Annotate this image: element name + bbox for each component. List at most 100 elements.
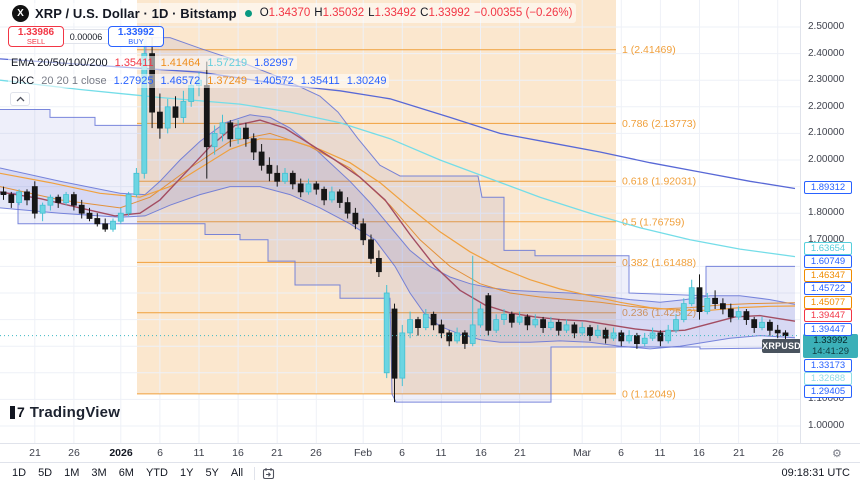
dkc-value-1: 1.27925: [113, 75, 154, 87]
candle-body: [579, 327, 586, 334]
price-change: −0.00355 (−0.26%): [474, 7, 573, 19]
xrp-logo-icon: X: [12, 4, 29, 22]
time-axis-label: 26: [68, 447, 80, 459]
candle-body: [8, 194, 15, 204]
candle-body: [634, 335, 640, 345]
price-axis-label: 1.10000: [808, 393, 845, 404]
candle-body: [47, 196, 54, 206]
candle-body: [313, 183, 320, 190]
candle-body: [125, 194, 132, 214]
time-axis-label: 11: [435, 447, 447, 459]
candle-body: [594, 329, 601, 336]
price-chart-canvas[interactable]: 1 (2.41469) 0.786 (2.13773) 0.618 (1.92031…: [0, 0, 800, 443]
go-to-date-button[interactable]: [260, 465, 277, 482]
candle-body: [399, 332, 406, 379]
dkc-value-2: 1.46572: [160, 75, 201, 87]
price-axis-label: 2.40000: [808, 48, 845, 59]
candle-body: [571, 324, 578, 334]
dkc-mid-line: [0, 132, 796, 310]
candle-body: [720, 303, 726, 310]
candle-body: [55, 196, 62, 203]
price-axis-flag: 1.60749: [804, 255, 852, 268]
dkc-band-line: [0, 192, 796, 403]
tradingview-wordmark: TradingView: [29, 404, 121, 421]
candle-body: [274, 172, 281, 182]
candle-body: [94, 218, 101, 225]
price-axis-label: 2.10000: [808, 127, 845, 138]
price-axis-flag: 1.33173: [804, 358, 852, 372]
time-axis-label: 21: [271, 447, 283, 459]
candle-body: [673, 319, 679, 331]
range-button-5d[interactable]: 5D: [32, 465, 58, 481]
candle-body: [211, 132, 218, 148]
chevron-up-icon: [16, 96, 24, 102]
time-axis-label: 11: [654, 447, 666, 459]
fib-level-label: 0.618 (1.92031): [622, 176, 696, 188]
utc-clock[interactable]: 09:18:31 UTC: [781, 467, 850, 479]
calendar-icon: [263, 467, 275, 479]
buy-button[interactable]: 1.33992 BUY: [108, 26, 164, 47]
fib-level-label: 0 (1.12049): [622, 388, 676, 400]
gear-icon[interactable]: ⚙: [832, 448, 842, 460]
candle-body: [227, 122, 234, 140]
candle-body: [688, 287, 695, 305]
ema-indicator-legend[interactable]: EMA 20/50/100/200 1.35411 1.41464 1.5721…: [8, 56, 297, 70]
time-axis[interactable]: ⚙ 21 26 2026 6 11 16 21 26 Feb 6 11 16 21 Mar 6 11 16 21 2…: [0, 443, 860, 462]
range-button-5y[interactable]: 5Y: [199, 465, 224, 481]
candle-body: [555, 321, 562, 331]
candle-body: [782, 332, 789, 336]
dkc-value-4: 1.40572: [253, 75, 294, 87]
range-button-ytd[interactable]: YTD: [140, 465, 174, 481]
price-axis-flag: 1.29405: [804, 385, 852, 398]
dkc-indicator-legend[interactable]: DKC 20 20 1 close 1.27925 1.46572 1.3724…: [8, 74, 390, 88]
candle-body: [438, 324, 445, 334]
dkc-outer-band: [0, 37, 795, 403]
range-button-1y[interactable]: 1Y: [174, 465, 199, 481]
price-axis-flag: 1.39447: [804, 309, 852, 322]
tradingview-logo: 7 TradingView: [10, 404, 120, 421]
candle-body: [712, 297, 718, 304]
range-button-1d[interactable]: 1D: [6, 465, 32, 481]
range-button-6m[interactable]: 6M: [113, 465, 140, 481]
candle-body: [446, 332, 453, 342]
candle-body: [548, 321, 554, 328]
symbol-title[interactable]: XRP / U.S. Dollar · 1D · Bitstamp: [35, 5, 237, 21]
candle-body: [305, 183, 312, 193]
current-price-label: 1.33992 14:41:29: [803, 334, 858, 358]
candle-body: [219, 122, 226, 134]
candle-body: [39, 204, 46, 214]
candle-body: [235, 127, 242, 140]
time-axis-label: 11: [193, 447, 205, 459]
dkc-inner-band: [0, 114, 795, 349]
price-axis[interactable]: 1.33992 14:41:29 2.50000 2.40000 2.30000 2.…: [800, 0, 860, 443]
collapse-indicators-button[interactable]: [10, 92, 30, 106]
candle-body: [391, 308, 398, 379]
candle-body: [759, 321, 765, 328]
bottom-toolbar: 1D 5D 1M 3M 6M YTD 1Y 5Y All 09:18:31 UT…: [0, 462, 860, 483]
time-axis-label: 6: [618, 447, 624, 459]
range-button-3m[interactable]: 3M: [85, 465, 112, 481]
price-axis-label: 1.00000: [808, 420, 845, 431]
candle-body: [563, 324, 570, 331]
candle-body: [641, 337, 648, 344]
time-axis-label: Mar: [572, 447, 592, 459]
dkc-band-line: [0, 114, 796, 305]
time-axis-label: 21: [733, 447, 745, 459]
candle-body: [383, 292, 390, 374]
market-open-dot-icon[interactable]: [244, 9, 252, 17]
sell-button[interactable]: 1.33986 SELL: [8, 26, 64, 47]
range-button-all[interactable]: All: [225, 465, 249, 481]
price-axis-flag: 1.46347: [804, 268, 852, 282]
candle-body: [540, 319, 546, 329]
toolbar-divider: [254, 466, 256, 480]
candle-body: [141, 53, 148, 174]
candle-body: [587, 327, 593, 337]
candle-body: [485, 295, 492, 331]
range-button-1m[interactable]: 1M: [58, 465, 85, 481]
candle-body: [477, 308, 484, 326]
candle-body: [71, 194, 77, 206]
ema50-value: 1.41464: [160, 57, 201, 69]
fib-level-label: 0.786 (2.13773): [622, 118, 696, 130]
symbol-header: X XRP / U.S. Dollar · 1D · Bitstamp O1.3…: [8, 3, 577, 23]
candle-body: [767, 321, 773, 331]
